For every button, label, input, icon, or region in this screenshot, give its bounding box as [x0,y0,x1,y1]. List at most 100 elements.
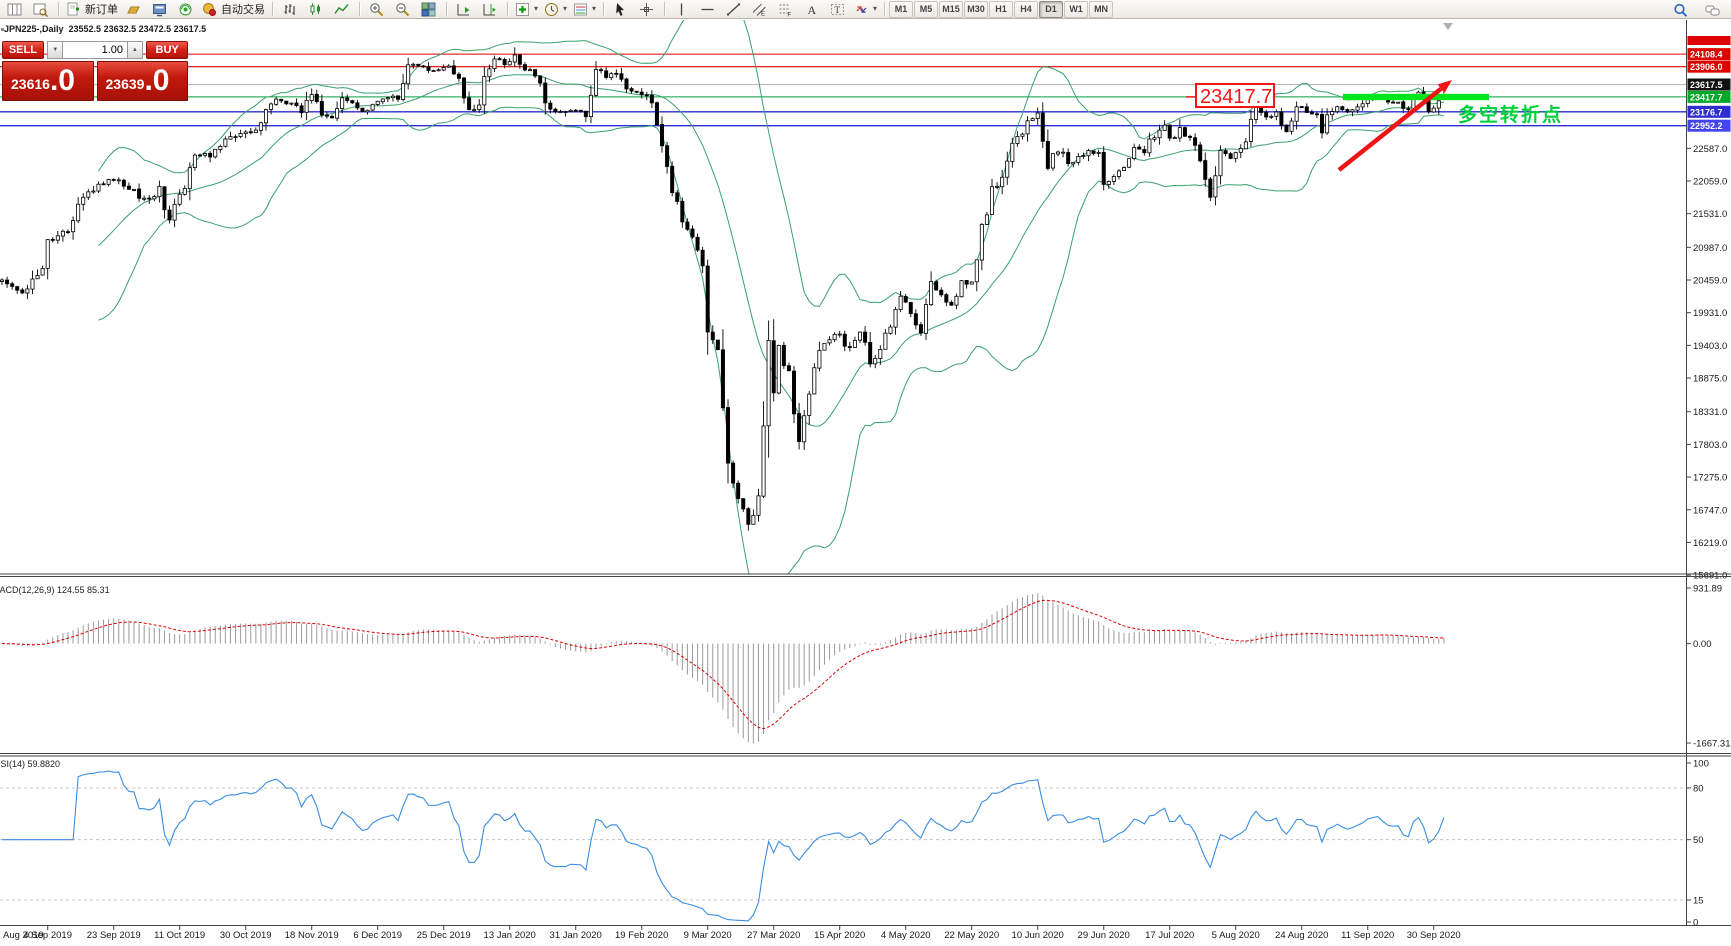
tile-windows-button[interactable] [416,0,442,19]
fibonacci-button[interactable]: F [773,0,799,19]
svg-text:11 Oct 2019: 11 Oct 2019 [154,930,205,941]
text-button[interactable]: A [799,0,825,19]
arrows-button[interactable]: ▾ [851,0,880,19]
cursor-button[interactable] [608,0,634,19]
svg-text:100: 100 [1693,759,1709,770]
candlestick-chart-button[interactable] [303,0,329,19]
timeframe-m30-button[interactable]: M30 [964,0,989,18]
svg-text:23617.5: 23617.5 [1690,80,1723,90]
svg-text:24108.4: 24108.4 [1690,50,1723,60]
terminal-button[interactable] [147,0,173,19]
price-callout-box [1195,83,1275,108]
trendline-icon [726,2,742,17]
templates-button[interactable]: ▾ [570,0,599,19]
chevron-down-icon: ▾ [592,4,597,13]
price-tag [1687,48,1731,61]
autotrading-icon [202,2,218,17]
auto-scroll-button[interactable] [451,0,477,19]
history-center-icon [126,2,142,17]
chart-shift-button[interactable] [477,0,503,19]
timeframe-m5-button[interactable]: M5 [914,0,939,18]
annotation-note-text: 多空转折点 [1458,103,1563,126]
toolbar-separator [359,2,360,16]
price-tag [1687,78,1731,91]
autotrading-button[interactable]: 自动交易 [199,0,268,19]
channel-button[interactable]: E [747,0,773,19]
horizontal-level-lines [0,53,1686,127]
zoom-out-icon [395,2,411,17]
zoom-in-button[interactable] [364,0,390,19]
trendline-button[interactable] [721,0,747,19]
horizontal-line-icon [700,2,716,17]
timeframe-w1-button[interactable]: W1 [1064,0,1089,18]
svg-text:21531.0: 21531.0 [1693,209,1727,220]
indicators-icon [515,2,531,17]
history-center-button[interactable] [121,0,147,19]
volume-input[interactable] [63,41,128,59]
zoom-out-button[interactable] [390,0,416,19]
buy-button[interactable]: BUY [146,41,189,59]
clipped-icon-remnant [1,28,4,31]
timeframe-m15-button[interactable]: M15 [939,0,964,18]
bid-price-display[interactable]: 23616.0 [2,61,94,101]
text-label-button[interactable]: T [825,0,851,19]
vertical-line-button[interactable] [669,0,695,19]
charts-icon [7,2,23,17]
volume-down-button[interactable]: ▼ [47,41,64,59]
chat-button[interactable] [1700,1,1726,20]
periods-button[interactable]: ▾ [541,0,570,19]
arrows-icon [854,2,870,17]
timeframe-h1-button[interactable]: H1 [989,0,1014,18]
bollinger-bands [98,20,1445,574]
trend-arrow-shaft [1337,86,1443,172]
crosshair-button[interactable] [634,0,660,19]
toolbar-separator [507,2,508,16]
crosshair-icon [639,2,655,17]
svg-text:24 Aug 2020: 24 Aug 2020 [1275,930,1328,941]
svg-text:Aug 2019: Aug 2019 [3,930,44,941]
search-button[interactable] [1668,1,1694,20]
toolbar-separator [664,2,666,16]
one-click-trading-panel: SELL ▼ ▲ BUY 23616.0 23639.0 [2,41,189,101]
horizontal-line-button[interactable] [695,0,721,19]
signals-button[interactable] [173,0,199,19]
svg-text:23176.7: 23176.7 [1690,107,1723,117]
price-axis: 22587.0 22059.0 21531.0 20987.0 20459.0 19931… [1686,20,1731,925]
bar-chart-button[interactable] [277,0,303,19]
chart-shift-icon [482,2,498,17]
timeframe-m1-button[interactable]: M1 [889,0,914,18]
ask-price-display[interactable]: 23639.0 [96,61,188,101]
rsi-line [2,770,1445,922]
periods-icon [544,2,560,17]
svg-text:29 Jun 2020: 29 Jun 2020 [1078,930,1130,941]
svg-text:20987.0: 20987.0 [1693,243,1727,254]
timeframe-h4-button[interactable]: H4 [1014,0,1039,18]
bid-big-digit: .0 [49,64,75,97]
templates-icon [573,2,589,17]
tester-icon [33,2,49,17]
ask-big-digit: .0 [144,64,170,97]
line-chart-button[interactable] [329,0,355,19]
chat-icon [1705,3,1721,18]
indicators-button[interactable]: ▾ [512,0,541,19]
sell-button[interactable]: SELL [2,41,44,59]
terminal-icon [152,2,168,17]
svg-text:23906.0: 23906.0 [1690,62,1723,72]
volume-up-button[interactable]: ▲ [127,41,143,59]
tester-button[interactable] [28,0,54,19]
timeframe-mn-button[interactable]: MN [1089,0,1114,18]
macd-indicator-label: MACD(12,26,9) 124.55 85.31 [0,585,110,595]
chart-shift-marker [1443,23,1453,30]
symbol-ohlc-readout: JPN225-,Daily 23552.5 23632.5 23472.5 23… [4,24,207,34]
autotrading-label: 自动交易 [221,4,265,16]
svg-text:19 Feb 2020: 19 Feb 2020 [615,930,668,941]
svg-text:E: E [761,11,765,17]
timeframe-d1-button[interactable]: D1 [1039,0,1064,18]
svg-text:10 Jun 2020: 10 Jun 2020 [1012,930,1064,941]
toolbar-separator [884,2,886,16]
charts-button[interactable] [2,0,28,19]
new-order-button[interactable]: 新订单 [63,0,121,19]
svg-text:23417.7: 23417.7 [1690,92,1723,102]
svg-text:5 Aug 2020: 5 Aug 2020 [1212,930,1260,941]
